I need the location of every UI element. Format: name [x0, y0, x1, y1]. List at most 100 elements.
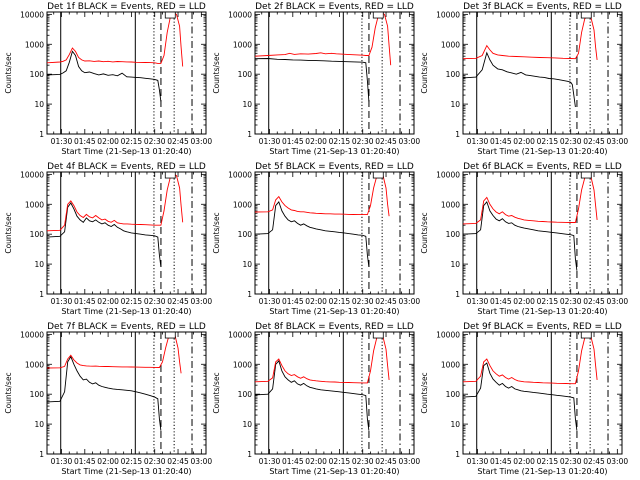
x-tick-label: 01:45	[74, 457, 96, 466]
y-axis-label: Counts/sec	[212, 52, 221, 93]
y-tick-label: 10000	[436, 170, 460, 179]
y-axis-label: Counts/sec	[420, 212, 429, 253]
y-tick-label: 1000	[233, 40, 252, 49]
interval-box-marker	[372, 331, 384, 339]
detector-panel-5: Det 5f BLACK = Events, RED = LLD Counts/s…	[212, 162, 420, 316]
x-tick-label: 02:45	[583, 137, 605, 146]
x-tick-label: 01:30	[51, 457, 73, 466]
y-axis-label: Counts/sec	[4, 52, 13, 93]
x-tick-label: 02:15	[537, 297, 559, 306]
x-tick-label: 02:45	[583, 297, 605, 306]
y-tick-label: 1000	[441, 200, 460, 209]
x-tick-label: 02:30	[560, 457, 582, 466]
x-tick-label: 01:45	[74, 297, 96, 306]
events-series	[255, 360, 370, 431]
x-tick-label: 02:00	[97, 137, 119, 146]
y-tick-label: 1	[39, 130, 44, 139]
x-tick-label: 01:45	[282, 297, 304, 306]
x-axis-label: Start Time (21-Sep-13 01:20:40)	[477, 307, 607, 316]
x-tick-label: 02:15	[537, 137, 559, 146]
interval-box-marker	[580, 171, 592, 179]
panel-title: Det 9f BLACK = Events, RED = LLD	[463, 322, 622, 332]
interval-box-marker	[164, 331, 176, 339]
x-tick-label: 03:00	[399, 457, 421, 466]
events-series	[47, 50, 162, 102]
y-tick-label: 1	[455, 130, 460, 139]
y-tick-label: 100	[30, 70, 45, 79]
y-axis-label: Counts/sec	[4, 212, 13, 253]
x-tick-label: 02:45	[583, 457, 605, 466]
y-tick-label: 10000	[228, 330, 252, 339]
y-tick-label: 1	[247, 450, 252, 459]
x-axis-label: Start Time (21-Sep-13 01:20:40)	[269, 147, 399, 156]
x-tick-label: 02:00	[305, 297, 327, 306]
x-tick-label: 02:15	[537, 457, 559, 466]
x-tick-label: 02:00	[305, 457, 327, 466]
x-tick-label: 02:30	[352, 137, 374, 146]
events-series	[255, 201, 370, 268]
interval-box-marker	[372, 11, 384, 19]
y-axis-label: Counts/sec	[420, 372, 429, 413]
x-tick-label: 02:00	[513, 297, 535, 306]
y-tick-label: 10	[242, 100, 252, 109]
plot-frame	[46, 11, 207, 135]
panel-title: Det 4f BLACK = Events, RED = LLD	[47, 162, 206, 172]
x-axis-label: Start Time (21-Sep-13 01:20:40)	[269, 307, 399, 316]
x-tick-label: 02:30	[144, 137, 166, 146]
y-tick-label: 1000	[233, 200, 252, 209]
x-tick-label: 02:30	[352, 297, 374, 306]
x-tick-label: 02:15	[121, 457, 143, 466]
x-tick-label: 03:00	[191, 137, 213, 146]
x-tick-label: 01:30	[467, 137, 489, 146]
y-tick-label: 10	[242, 260, 252, 269]
lld-series	[255, 12, 392, 66]
y-tick-label: 100	[30, 390, 45, 399]
x-tick-label: 02:00	[305, 137, 327, 146]
y-tick-label: 10000	[436, 330, 460, 339]
x-tick-label: 01:30	[467, 457, 489, 466]
x-tick-label: 01:45	[490, 297, 512, 306]
y-axis-label: Counts/sec	[212, 212, 221, 253]
x-tick-label: 02:45	[375, 137, 397, 146]
plot-frame	[254, 171, 415, 295]
detector-panel-8: Det 8f BLACK = Events, RED = LLD Counts/s…	[212, 322, 420, 476]
x-tick-label: 02:15	[121, 137, 143, 146]
events-series	[463, 51, 576, 108]
x-axis-label: Start Time (21-Sep-13 01:20:40)	[477, 467, 607, 476]
plot-frame	[462, 11, 623, 135]
y-tick-label: 1	[455, 290, 460, 299]
x-tick-label: 01:30	[467, 297, 489, 306]
y-tick-label: 1000	[441, 360, 460, 369]
interval-box-marker	[580, 331, 592, 339]
x-tick-label: 02:00	[513, 137, 535, 146]
interval-box-marker	[372, 171, 384, 179]
plot-frame	[254, 11, 415, 135]
panel-title: Det 8f BLACK = Events, RED = LLD	[255, 322, 414, 332]
y-tick-label: 10000	[20, 10, 44, 19]
x-axis-label: Start Time (21-Sep-13 01:20:40)	[477, 147, 607, 156]
detector-panel-2: Det 2f BLACK = Events, RED = LLD Counts/s…	[212, 2, 420, 156]
y-tick-label: 1000	[233, 360, 252, 369]
y-tick-label: 1	[247, 130, 252, 139]
x-tick-label: 03:00	[191, 457, 213, 466]
lld-series	[47, 12, 184, 67]
y-tick-label: 1000	[441, 40, 460, 49]
lld-series	[463, 173, 598, 225]
panel-title: Det 5f BLACK = Events, RED = LLD	[255, 162, 414, 172]
x-tick-label: 01:45	[282, 457, 304, 466]
y-tick-label: 1	[39, 290, 44, 299]
events-series	[47, 355, 162, 431]
x-axis-label: Start Time (21-Sep-13 01:20:40)	[61, 147, 191, 156]
y-tick-label: 100	[446, 230, 461, 239]
x-tick-label: 03:00	[191, 297, 213, 306]
plot-frame	[46, 171, 207, 295]
x-tick-label: 02:00	[97, 297, 119, 306]
x-tick-label: 02:30	[352, 457, 374, 466]
lld-series	[255, 333, 390, 384]
y-tick-label: 10	[450, 420, 460, 429]
y-axis-label: Counts/sec	[420, 52, 429, 93]
lld-series	[255, 172, 390, 217]
plot-frame	[46, 331, 207, 455]
y-tick-label: 10	[450, 260, 460, 269]
